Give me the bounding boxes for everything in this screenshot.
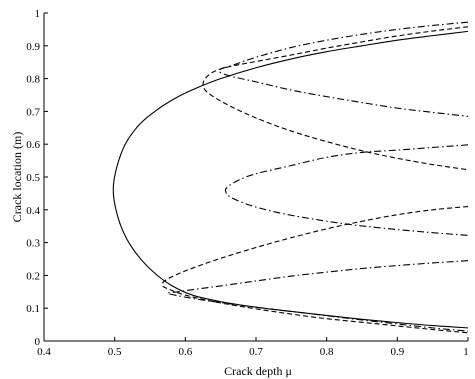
y-tick-label: 0.9 — [26, 41, 40, 53]
y-tick-label: 1 — [35, 8, 41, 20]
x-ticks: 0.4 0.5 0.6 0.7 0.8 0.9 1 — [37, 337, 469, 358]
x-tick-label: 0.8 — [320, 346, 334, 358]
series-line-5-dashdot — [224, 144, 469, 236]
y-tick-label: 0.3 — [26, 238, 40, 250]
x-tick-label: 1 — [463, 346, 469, 358]
series-line-1-solid — [112, 30, 469, 329]
axes-layer — [43, 13, 468, 342]
x-tick-label: 0.6 — [178, 346, 192, 358]
y-tick-label: 0.7 — [26, 106, 40, 118]
series-layer — [112, 21, 469, 334]
series-line-2-dashed — [202, 26, 469, 171]
y-tick-label: 0.4 — [26, 205, 40, 217]
x-axis-title: Crack depth μ — [224, 364, 292, 378]
y-tick-label: 0.5 — [26, 172, 40, 184]
y-tick-label: 0.8 — [26, 74, 40, 86]
y-ticks: 0 0.1 0.2 0.3 0.4 0.5 0.6 0.7 0.8 0.9 1 — [26, 8, 48, 348]
y-tick-label: 0.6 — [26, 139, 40, 151]
y-tick-label: 0 — [35, 336, 41, 348]
x-tick-label: 0.7 — [249, 346, 263, 358]
x-tick-label: 0.4 — [37, 346, 51, 358]
series-line-6-dashdot — [167, 260, 469, 332]
series-line-4-dashdot — [218, 21, 469, 117]
x-tick-label: 0.5 — [108, 346, 122, 358]
series-line-3-dashed — [161, 205, 469, 334]
x-tick-label: 0.9 — [390, 346, 404, 358]
y-tick-label: 0.2 — [26, 270, 40, 282]
y-axis-title: Crack location (m) — [10, 132, 24, 223]
y-tick-label: 0.1 — [26, 303, 40, 315]
